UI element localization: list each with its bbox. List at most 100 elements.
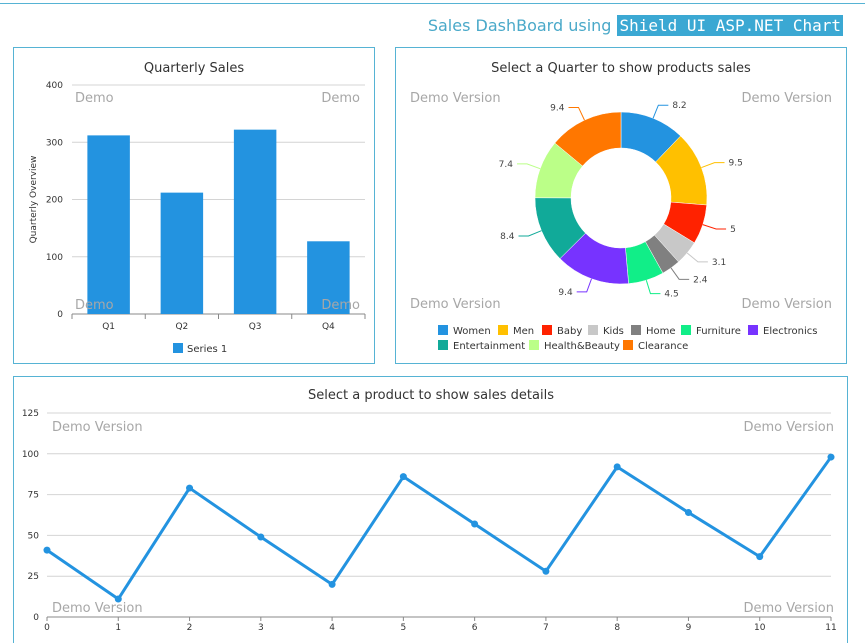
sales-details-panel: Select a product to show sales details 0 2… — [13, 376, 848, 643]
data-label: 9.4 — [558, 288, 573, 298]
watermark: Demo Version — [741, 91, 832, 106]
x-tick-label: 8 — [614, 623, 620, 633]
data-label-connector — [568, 106, 585, 121]
bar-q4[interactable] — [307, 241, 350, 314]
chart-title: Select a product to show sales details — [308, 388, 554, 403]
bar-q3[interactable] — [233, 129, 277, 314]
y-tick-label: 300 — [46, 138, 63, 148]
products-donut-chart[interactable]: Select a Quarter to show products sales 8… — [396, 48, 846, 363]
header-highlight: Shield UI ASP.NET Chart — [617, 14, 843, 36]
legend-swatch[interactable] — [498, 325, 508, 335]
sales-details-line-chart[interactable]: Select a product to show sales details 0 2… — [14, 377, 847, 644]
data-label: 8.2 — [672, 101, 686, 111]
data-label-connector — [652, 104, 669, 119]
legend-label[interactable]: Series 1 — [187, 344, 227, 355]
x-tick-label: Q1 — [102, 322, 115, 332]
legend-label[interactable]: Women — [453, 326, 491, 337]
data-label: 7.4 — [499, 160, 514, 170]
legend-swatch[interactable] — [748, 325, 758, 335]
data-point[interactable] — [328, 580, 336, 588]
legend-label[interactable]: Men — [513, 326, 534, 337]
quarterly-sales-chart[interactable]: Quarterly Sales 0 100 200 300 400 Quarterly Ov… — [14, 48, 374, 363]
data-point[interactable] — [43, 546, 51, 554]
legend-swatch[interactable] — [631, 325, 641, 335]
data-point[interactable] — [471, 520, 479, 528]
watermark: Demo Version — [410, 91, 501, 106]
legend-label[interactable]: Baby — [557, 326, 582, 337]
legend-swatch[interactable] — [681, 325, 691, 335]
watermark: Demo — [75, 91, 114, 106]
y-tick-label: 100 — [22, 450, 39, 460]
legend-label[interactable]: Home — [646, 326, 676, 337]
x-tick-label: Q4 — [322, 322, 335, 332]
watermark: Demo Version — [410, 297, 501, 312]
legend-label[interactable]: Clearance — [638, 341, 688, 352]
data-label-connector — [518, 230, 542, 237]
chart-title: Quarterly Sales — [144, 61, 244, 76]
y-tick-label: 125 — [22, 409, 39, 419]
x-tick-label: 0 — [44, 623, 50, 633]
x-tick-label: 1 — [115, 623, 121, 633]
data-label: 9.5 — [729, 159, 743, 169]
data-point[interactable] — [257, 533, 265, 541]
slice-clearance[interactable] — [554, 111, 622, 167]
y-tick-label: 400 — [46, 81, 63, 91]
x-tick-label: Q3 — [249, 322, 262, 332]
legend-label[interactable]: Electronics — [763, 326, 818, 337]
data-label-connector — [576, 278, 592, 293]
legend-label[interactable]: Entertainment — [453, 341, 525, 352]
x-tick-label: 9 — [686, 623, 692, 633]
x-tick-label: 4 — [329, 623, 335, 633]
y-tick-label: 50 — [28, 531, 40, 541]
data-label-connector — [701, 162, 725, 169]
data-label: 8.4 — [500, 232, 515, 242]
data-point[interactable] — [613, 463, 621, 471]
legend-swatch[interactable] — [438, 325, 448, 335]
y-tick-label: 25 — [28, 572, 39, 582]
bar-q1[interactable] — [87, 135, 130, 314]
legend-swatch[interactable] — [588, 325, 598, 335]
data-point[interactable] — [542, 567, 550, 575]
watermark: Demo Version — [52, 601, 143, 616]
y-tick-label: 75 — [28, 491, 39, 501]
data-label-connector — [645, 280, 661, 295]
legend-swatch[interactable] — [623, 340, 633, 350]
x-tick-label: 7 — [543, 623, 549, 633]
data-label-connector — [670, 267, 690, 280]
chart-title: Select a Quarter to show products sales — [491, 61, 751, 76]
legend-swatch[interactable] — [542, 325, 552, 335]
y-tick-label: 0 — [33, 613, 39, 623]
legend-label[interactable]: Health&Beauty — [544, 341, 620, 352]
legend-swatch[interactable] — [529, 340, 539, 350]
watermark: Demo — [321, 91, 360, 106]
data-label-connector — [516, 163, 541, 170]
legend-swatch[interactable] — [173, 343, 183, 353]
legend-swatch[interactable] — [438, 340, 448, 350]
data-point[interactable] — [827, 453, 835, 461]
data-label-connector — [686, 252, 708, 263]
data-point[interactable] — [186, 484, 194, 492]
top-rule — [0, 3, 865, 4]
data-label: 4.5 — [664, 290, 678, 300]
header-title: Sales DashBoard using — [427, 15, 612, 35]
x-tick-label: 2 — [187, 623, 193, 633]
bar-q2[interactable] — [160, 192, 204, 314]
y-tick-label: 0 — [57, 310, 63, 320]
y-tick-label: 200 — [46, 196, 63, 206]
y-axis-label: Quarterly Overview — [29, 156, 39, 244]
data-point[interactable] — [756, 553, 764, 561]
legend-label[interactable]: Kids — [603, 326, 624, 337]
x-tick-label: 6 — [472, 623, 478, 633]
watermark: Demo Version — [743, 420, 834, 435]
quarterly-sales-panel: Quarterly Sales 0 100 200 300 400 Quarterly Ov… — [13, 47, 375, 364]
data-label: 2.4 — [693, 275, 708, 285]
data-point[interactable] — [114, 595, 122, 603]
watermark: Demo Version — [743, 601, 834, 616]
series-line — [46, 456, 833, 601]
data-label-connector — [702, 224, 727, 230]
watermark: Demo Version — [52, 420, 143, 435]
data-point[interactable] — [684, 509, 692, 517]
data-point[interactable] — [399, 473, 407, 481]
legend-label[interactable]: Furniture — [696, 326, 741, 337]
data-label: 3.1 — [712, 258, 726, 268]
